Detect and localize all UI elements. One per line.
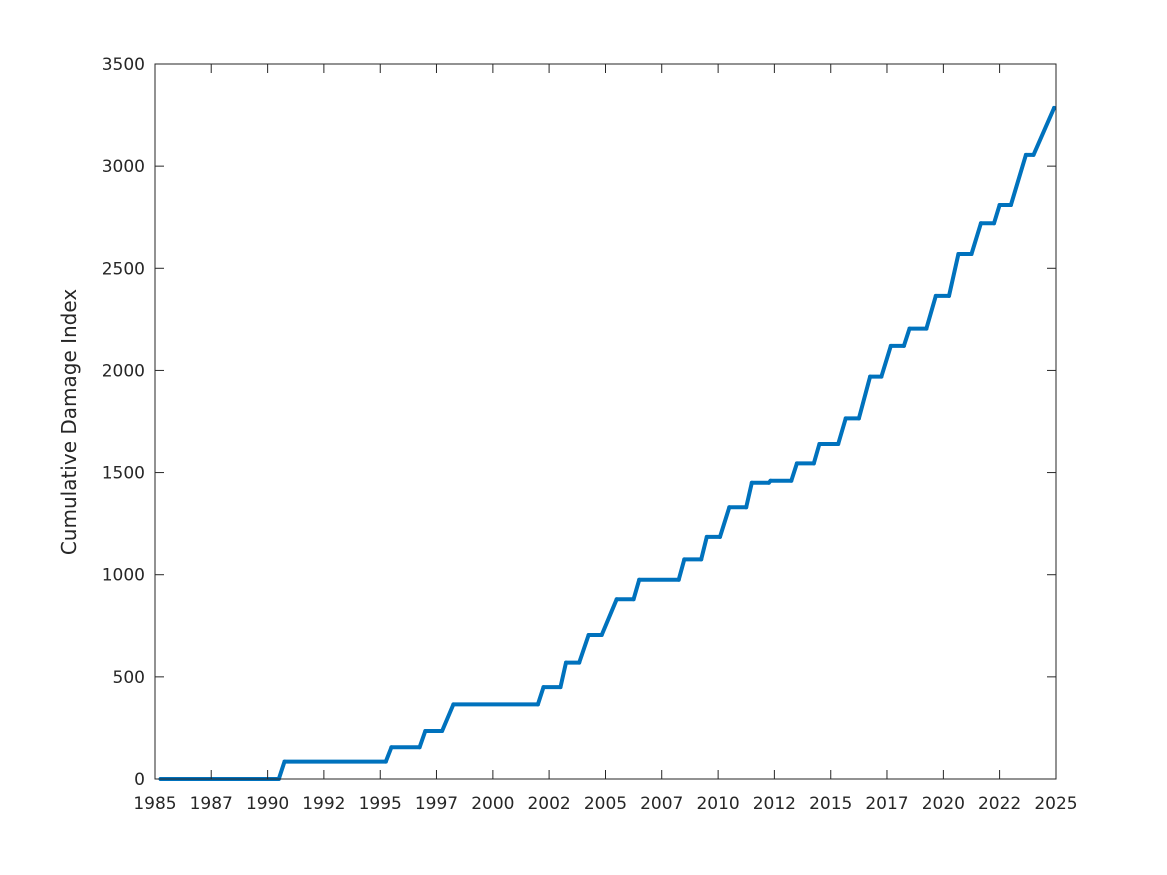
axes-layer — [154, 63, 1057, 780]
data-point — [282, 759, 287, 764]
y-tick-labels: 0 500 1000 1500 2000 2500 3000 3500 — [102, 55, 145, 790]
data-point — [1052, 105, 1057, 110]
data-point — [637, 577, 642, 582]
data-point — [794, 461, 799, 466]
y-tick-label: 0 — [134, 770, 145, 790]
x-tick-label: 1992 — [302, 794, 345, 814]
data-point — [577, 660, 582, 665]
data-point — [417, 745, 422, 750]
y-tick-label: 3000 — [102, 157, 145, 177]
data-point — [997, 203, 1002, 207]
x-tick-label: 2005 — [584, 794, 627, 814]
data-point — [699, 557, 704, 562]
data-point — [817, 442, 822, 446]
data-point — [907, 326, 912, 331]
data-point — [440, 729, 445, 733]
data-point — [924, 326, 929, 331]
data-point — [676, 577, 681, 582]
x-tick-label: 1995 — [359, 794, 402, 814]
data-point — [888, 343, 893, 348]
data-point — [718, 534, 722, 539]
x-tick-label: 2007 — [640, 794, 683, 814]
data-point — [1023, 152, 1028, 157]
data-point — [836, 442, 841, 446]
data-point — [614, 597, 619, 602]
data-point — [978, 221, 983, 226]
x-tick-label: 2017 — [865, 794, 908, 814]
data-point — [843, 416, 848, 421]
data-point — [956, 252, 961, 256]
data-point — [383, 759, 388, 764]
data-point — [811, 461, 816, 466]
x-tick-label: 2025 — [1034, 794, 1077, 814]
data-point — [933, 293, 938, 298]
y-tick-label: 3500 — [102, 55, 145, 75]
y-axis-label: Cumulative Damage Index — [57, 289, 81, 555]
x-tick-label: 2000 — [471, 794, 514, 814]
data-point — [727, 505, 732, 510]
data-point — [564, 660, 568, 665]
data-point — [768, 478, 773, 483]
x-tick-label: 2010 — [696, 794, 739, 814]
data-point — [451, 702, 456, 707]
data-point — [992, 221, 996, 226]
data-point — [631, 597, 636, 602]
data-point — [901, 343, 906, 348]
x-tick-label: 1985 — [133, 794, 176, 814]
x-tick-label: 1990 — [246, 794, 289, 814]
data-point — [744, 505, 749, 510]
data-point — [879, 374, 884, 379]
y-tick-label: 1000 — [102, 566, 145, 586]
x-tick-label: 1987 — [190, 794, 233, 814]
y-tick-label: 500 — [113, 668, 145, 688]
data-point — [558, 685, 563, 690]
y-tick-label: 2500 — [102, 259, 145, 279]
data-point — [1031, 152, 1036, 157]
data-point — [535, 702, 540, 707]
data-point — [969, 252, 974, 256]
data-point — [868, 374, 873, 379]
data-point — [749, 480, 754, 485]
x-tick-label: 2022 — [978, 794, 1021, 814]
x-tick-label: 2020 — [922, 794, 965, 814]
series-layer — [158, 105, 1057, 781]
data-point — [599, 633, 604, 637]
x-tick-label: 2012 — [753, 794, 796, 814]
data-point — [947, 293, 951, 298]
y-tick-label: 2000 — [102, 361, 145, 381]
data-point — [704, 534, 709, 539]
data-point — [856, 416, 861, 421]
x-tick-label: 2002 — [527, 794, 570, 814]
data-point — [541, 685, 546, 690]
x-tick-label: 2015 — [809, 794, 852, 814]
data-point — [423, 729, 428, 733]
data-point — [1008, 203, 1013, 207]
data-point — [389, 745, 394, 750]
data-point — [586, 633, 591, 637]
y-tick-label: 1500 — [102, 464, 145, 484]
x-tick-labels: 1985 1987 1990 1992 1995 1997 2000 2002 2005 2007… — [133, 794, 1077, 814]
x-tick-label: 1997 — [415, 794, 458, 814]
data-point — [789, 478, 794, 483]
data-point — [682, 557, 687, 562]
